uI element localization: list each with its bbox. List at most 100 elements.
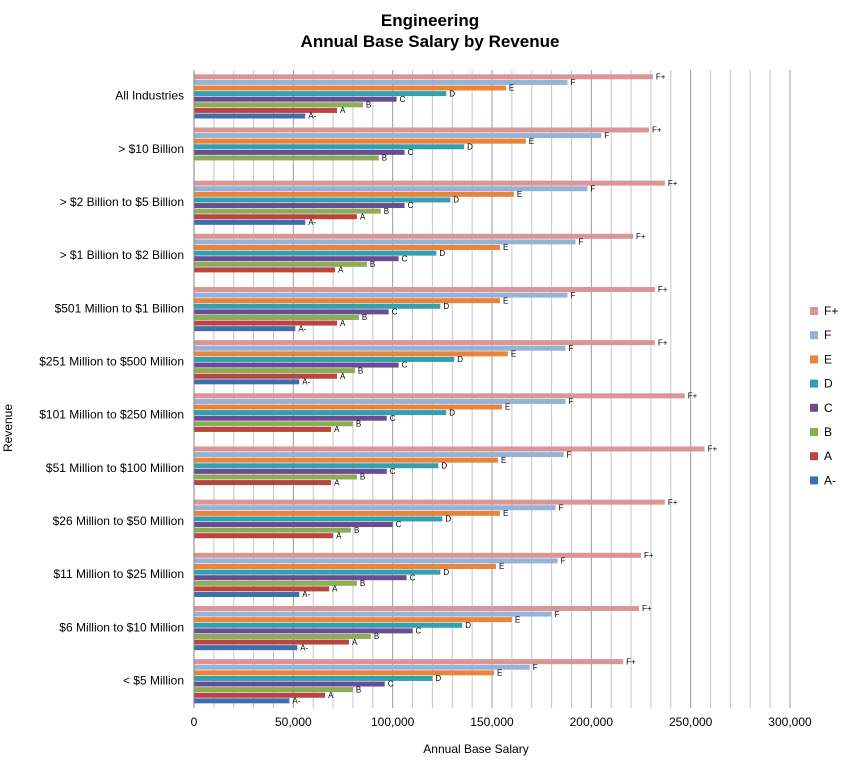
- bar-fplus: [194, 552, 641, 558]
- category-label: $26 Million to $50 Million: [53, 514, 184, 528]
- bar-e: [194, 138, 526, 144]
- bar-aminus: [194, 326, 296, 332]
- legend-label: A: [824, 449, 832, 463]
- data-label: F+: [656, 73, 666, 82]
- category-label: $11 Million to $25 Million: [53, 567, 184, 581]
- data-label: D: [445, 515, 451, 524]
- bar-f: [194, 505, 556, 511]
- x-axis-ticks: 0 50,000 100,000 150,000 200,000 250,000 300,0…: [191, 715, 812, 729]
- data-label: B: [374, 632, 379, 641]
- bar-f: [194, 186, 588, 192]
- data-label: D: [443, 302, 449, 311]
- data-label: F+: [626, 657, 636, 666]
- bar-aminus: [194, 698, 290, 704]
- x-tick-label: 250,000: [669, 715, 713, 729]
- data-label: E: [505, 403, 510, 412]
- category-label: > $2 Billion to $5 Billion: [60, 195, 184, 209]
- data-label: A-: [300, 643, 308, 652]
- legend-swatch: [810, 476, 818, 485]
- bar-d: [194, 516, 443, 522]
- data-label: E: [511, 350, 516, 359]
- data-label: F: [533, 663, 538, 672]
- legend-swatch: [810, 428, 818, 436]
- data-label: A: [334, 478, 340, 487]
- x-tick-label: 150,000: [470, 715, 514, 729]
- data-label: B: [356, 685, 361, 694]
- bar-e: [194, 85, 506, 91]
- x-tick-label: 100,000: [371, 715, 415, 729]
- legend-swatch: [810, 452, 818, 461]
- data-label: D: [439, 249, 445, 258]
- data-label: B: [366, 101, 371, 110]
- data-label: D: [457, 355, 463, 364]
- data-label: A-: [302, 378, 310, 387]
- data-label: C: [402, 361, 408, 370]
- bar-d: [194, 622, 463, 628]
- bar-f: [194, 611, 552, 617]
- category-label: $101 Million to $250 Million: [39, 408, 184, 422]
- data-label: F: [555, 610, 560, 619]
- data-label: A: [336, 531, 342, 540]
- bars: [194, 74, 705, 704]
- data-label: C: [408, 201, 414, 210]
- data-label: E: [509, 84, 514, 93]
- bar-e: [194, 670, 494, 676]
- bar-fplus: [194, 286, 655, 292]
- data-label: F: [567, 450, 572, 459]
- legend-label: C: [824, 401, 833, 415]
- data-label: F: [570, 291, 575, 300]
- data-label: E: [499, 562, 504, 571]
- data-label: D: [465, 621, 471, 630]
- bar-e: [194, 351, 508, 357]
- bar-d: [194, 91, 447, 97]
- data-label: B: [354, 526, 359, 535]
- data-label: C: [400, 95, 406, 104]
- legend-swatch: [810, 403, 818, 412]
- data-label: E: [515, 615, 520, 624]
- data-label: F+: [644, 551, 654, 560]
- bar-d: [194, 303, 441, 309]
- bar-e: [194, 564, 496, 569]
- data-label: A: [338, 266, 344, 275]
- data-label: A: [352, 638, 358, 647]
- data-label: B: [384, 207, 389, 216]
- data-label: E: [497, 669, 502, 678]
- bar-a: [194, 320, 338, 326]
- bar-aminus: [194, 592, 300, 597]
- bar-b: [194, 474, 357, 480]
- bar-f: [194, 79, 568, 85]
- data-label: C: [392, 308, 398, 317]
- category-label: $501 Million to $1 Billion: [55, 301, 184, 315]
- chart-title: Engineering Annual Base Salary by Revenu…: [301, 11, 560, 51]
- legend-label: B: [824, 425, 832, 439]
- legend-label: D: [824, 377, 833, 391]
- bar-fplus: [194, 180, 665, 186]
- y-axis-title: Revenue: [1, 404, 15, 452]
- bar-fplus: [194, 127, 649, 133]
- data-label: D: [453, 196, 459, 205]
- data-label: F+: [688, 392, 698, 401]
- legend-swatch: [810, 331, 818, 340]
- bar-d: [194, 410, 447, 416]
- data-label: F+: [652, 126, 662, 135]
- data-label: D: [449, 89, 455, 98]
- data-label: F: [561, 557, 566, 566]
- bar-aminus: [194, 645, 298, 651]
- data-label: F: [570, 78, 575, 87]
- data-label: F+: [636, 232, 646, 241]
- bar-aminus: [194, 379, 300, 385]
- bar-d: [194, 463, 439, 469]
- data-label: F+: [708, 445, 718, 454]
- gridlines: [213, 70, 791, 708]
- data-label: D: [443, 568, 449, 577]
- category-label: $251 Million to $500 Million: [39, 354, 184, 368]
- bar-fplus: [194, 393, 685, 399]
- data-label: F+: [658, 285, 668, 294]
- data-label: D: [435, 674, 441, 683]
- bar-a: [194, 533, 334, 539]
- bar-f: [194, 133, 602, 139]
- bar-b: [194, 580, 357, 586]
- data-label: E: [517, 190, 522, 199]
- data-label: B: [362, 313, 367, 322]
- data-label: A-: [308, 218, 316, 227]
